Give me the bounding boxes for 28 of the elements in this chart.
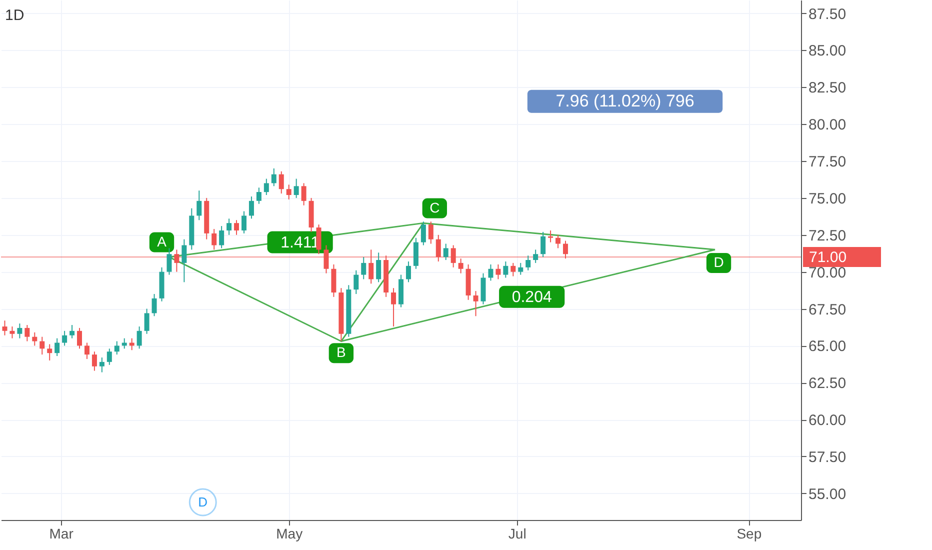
annotation: 1.411 [280, 234, 320, 252]
x-tick-label: Mar [49, 526, 74, 542]
y-tick-label: 80.00 [808, 116, 846, 134]
y-tick-label: 70.00 [808, 264, 846, 282]
annotation: D [714, 254, 724, 270]
annotation: B [336, 344, 346, 360]
y-tick-label: 85.00 [808, 42, 846, 60]
annotation: 7.96 (11.02%) 796 [556, 91, 694, 110]
y-tick-label: 87.50 [808, 6, 846, 23]
y-tick-label: 67.50 [808, 301, 846, 318]
y-tick-label: 72.50 [808, 227, 846, 244]
annotation: A [157, 233, 168, 250]
annotation: 0.204 [512, 288, 552, 306]
y-tick-label: 60.00 [808, 412, 846, 430]
annotation: D [198, 494, 208, 510]
text: 1D [5, 7, 24, 24]
ref-line-label: 71.00 [809, 249, 847, 266]
y-tick-label: 62.50 [808, 375, 846, 392]
y-tick-label: 57.50 [808, 448, 846, 466]
y-tick-label: 55.00 [808, 486, 846, 503]
y-tick-label: 75.00 [808, 190, 846, 208]
y-tick-label: 77.50 [808, 154, 846, 171]
x-tick-label: Sep [736, 526, 762, 542]
x-tick-label: Jul [508, 526, 526, 542]
y-tick-label: 82.50 [808, 80, 846, 97]
x-tick-label: May [276, 526, 303, 542]
annotation: C [430, 199, 440, 216]
y-tick-label: 65.00 [808, 338, 846, 356]
